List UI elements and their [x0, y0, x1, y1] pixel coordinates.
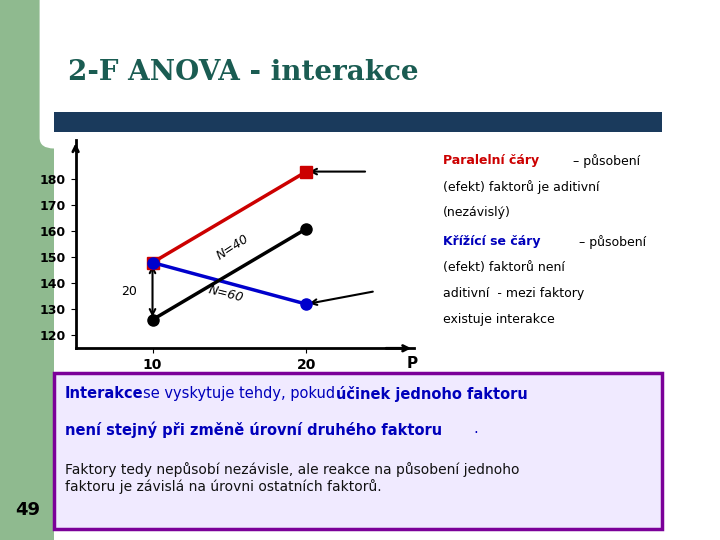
Text: (efekt) faktorů není: (efekt) faktorů není	[443, 261, 564, 274]
Text: N=40: N=40	[214, 232, 251, 262]
Text: (efekt) faktorů je aditivní: (efekt) faktorů je aditivní	[443, 180, 599, 194]
Bar	[0, 0, 54, 540]
Text: Paralelní čáry: Paralelní čáry	[443, 154, 539, 167]
FancyBboxPatch shape	[54, 373, 662, 529]
Text: Křížící se čáry: Křížící se čáry	[443, 235, 540, 248]
Bar	[54, 112, 662, 132]
Bar	[0, 0, 216, 135]
Text: P: P	[406, 356, 418, 371]
Text: účinek jednoho faktoru: účinek jednoho faktoru	[336, 386, 527, 402]
Text: Faktory tedy nepůsobí nezávisle, ale reakce na působení jednoho
faktoru je závis: Faktory tedy nepůsobí nezávisle, ale rea…	[65, 462, 519, 494]
Text: 2-F ANOVA - interakce: 2-F ANOVA - interakce	[68, 59, 419, 86]
Text: (nezávislý): (nezávislý)	[443, 206, 510, 219]
Text: 20: 20	[121, 285, 137, 298]
Text: není stejný při změně úrovní druhého faktoru: není stejný při změně úrovní druhého fak…	[65, 421, 442, 438]
Text: .: .	[473, 421, 478, 436]
Text: aditivní  - mezi faktory: aditivní - mezi faktory	[443, 287, 584, 300]
Text: Interakce: Interakce	[65, 386, 143, 401]
Text: existuje interakce: existuje interakce	[443, 313, 554, 326]
Text: N=60: N=60	[207, 284, 246, 305]
Text: – působení: – působení	[575, 235, 646, 249]
Text: se vyskytuje tehdy, pokud: se vyskytuje tehdy, pokud	[143, 386, 339, 401]
Text: – působení: – působení	[569, 154, 640, 168]
Text: 49: 49	[15, 501, 40, 519]
FancyBboxPatch shape	[40, 0, 720, 148]
